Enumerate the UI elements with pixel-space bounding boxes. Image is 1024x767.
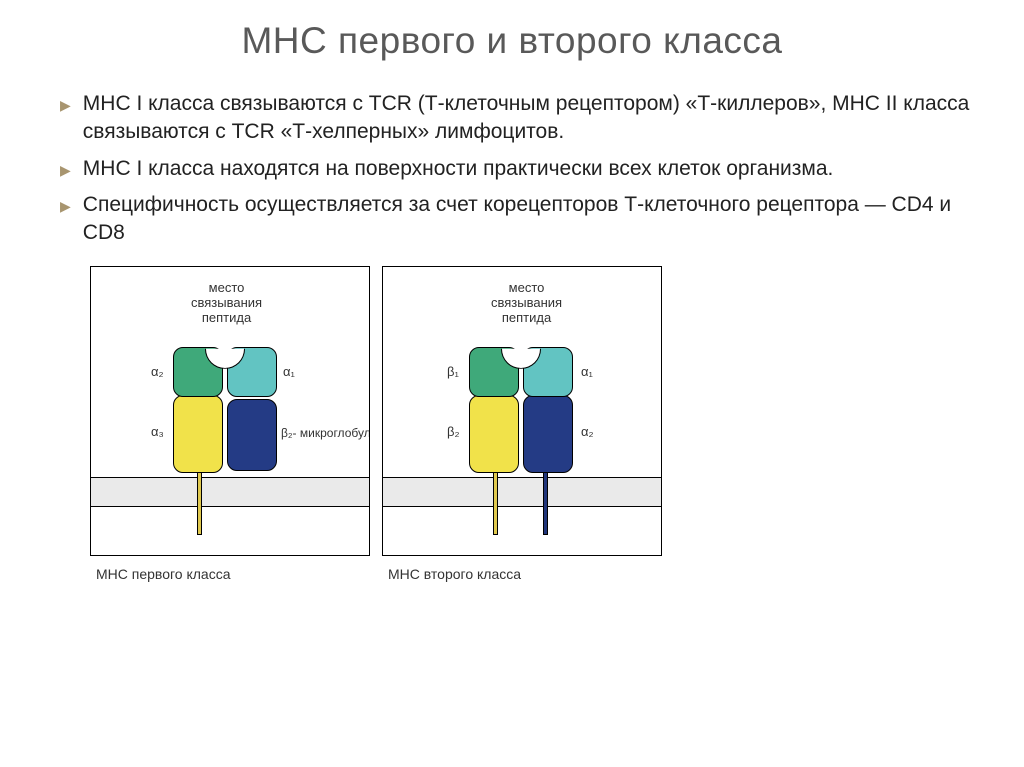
bullet-item: ▶ MHC I класса находятся на поверхности … (60, 155, 974, 183)
mhc1-panel-wrap: место связывания пептида α₂ α₁ α₃ β₂- ми… (90, 266, 370, 582)
b2m-domain (227, 399, 277, 471)
bullet-item: ▶ MHC I класса связываются с TCR (Т-клет… (60, 90, 974, 147)
membrane (383, 477, 661, 507)
peptide-groove-icon (205, 329, 245, 369)
diagram-row: место связывания пептида α₂ α₁ α₃ β₂- ми… (90, 266, 974, 582)
mhc1-caption: MHC первого класса (96, 566, 231, 582)
binding-site-label: место связывания пептида (191, 281, 262, 326)
bullet-marker-icon: ▶ (60, 96, 71, 115)
bullet-text: Специфичность осуществляется за счет кор… (83, 191, 974, 248)
mhc2-caption: MHC второго класса (388, 566, 521, 582)
alpha1-label: α₁ (283, 365, 295, 380)
beta1-label: β₁ (447, 365, 459, 380)
alpha-chain-stem (197, 465, 202, 535)
peptide-groove-icon (501, 329, 541, 369)
b2m-label: β₂- микроглобулин (281, 427, 370, 441)
alpha-chain-stem (543, 465, 548, 535)
mhc2-panel-wrap: место связывания пептида β₁ α₁ β₂ α₂ MHC… (382, 266, 662, 582)
mhc2-panel: место связывания пептида β₁ α₁ β₂ α₂ (382, 266, 662, 556)
beta-chain-stem (493, 465, 498, 535)
alpha3-domain (173, 395, 223, 473)
bullet-marker-icon: ▶ (60, 197, 71, 216)
membrane (91, 477, 369, 507)
mhc1-panel: место связывания пептида α₂ α₁ α₃ β₂- ми… (90, 266, 370, 556)
beta2-label: β₂ (447, 425, 460, 440)
binding-site-label: место связывания пептида (491, 281, 562, 326)
page-title: MHC первого и второго класса (50, 20, 974, 62)
alpha2-label: α₂ (151, 365, 164, 380)
beta2-domain (469, 395, 519, 473)
alpha2-domain (523, 395, 573, 473)
bullet-marker-icon: ▶ (60, 161, 71, 180)
alpha2-label: α₂ (581, 425, 594, 440)
bullet-list: ▶ MHC I класса связываются с TCR (Т-клет… (60, 90, 974, 248)
alpha3-label: α₃ (151, 425, 164, 440)
bullet-text: MHC I класса находятся на поверхности пр… (83, 155, 834, 183)
alpha1-label: α₁ (581, 365, 593, 380)
bullet-item: ▶ Специфичность осуществляется за счет к… (60, 191, 974, 248)
bullet-text: MHC I класса связываются с TCR (Т-клеточ… (83, 90, 974, 147)
